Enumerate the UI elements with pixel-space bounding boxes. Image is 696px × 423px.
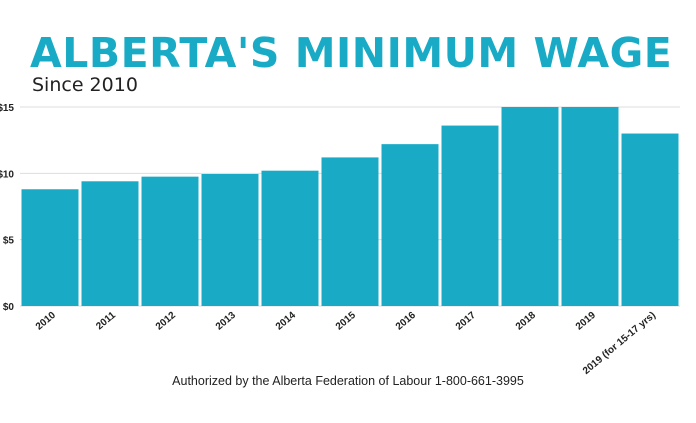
bar xyxy=(321,157,379,306)
chart-subtitle: Since 2010 xyxy=(32,74,138,96)
x-tick-label: 2010 xyxy=(34,310,58,333)
x-tick-label: 2014 xyxy=(274,310,298,333)
footer-authorization: Authorized by the Alberta Federation of … xyxy=(172,374,524,388)
y-tick-label: $10 xyxy=(0,169,14,180)
bar xyxy=(81,181,139,306)
y-tick-label: $15 xyxy=(0,103,14,114)
bar xyxy=(21,189,79,306)
bar xyxy=(381,144,439,306)
bar xyxy=(561,107,619,306)
x-tick-label: 2013 xyxy=(214,310,238,333)
bar xyxy=(621,133,679,306)
bar xyxy=(441,125,499,306)
x-tick-label: 2012 xyxy=(154,310,178,333)
y-tick-label: $0 xyxy=(3,302,15,313)
y-tick-label: $5 xyxy=(3,236,15,247)
bar xyxy=(261,170,319,306)
bar xyxy=(141,176,199,306)
x-tick-label: 2011 xyxy=(94,310,118,333)
x-tick-label: 2018 xyxy=(514,310,538,333)
x-tick-label: 2019 xyxy=(574,310,598,333)
x-tick-label: 2015 xyxy=(334,310,358,333)
x-tick-label: 2016 xyxy=(394,310,418,333)
bar xyxy=(201,173,259,306)
bar xyxy=(501,107,559,306)
x-tick-label: 2017 xyxy=(454,310,478,333)
chart-title: ALBERTA'S MINIMUM WAGE xyxy=(30,29,673,77)
